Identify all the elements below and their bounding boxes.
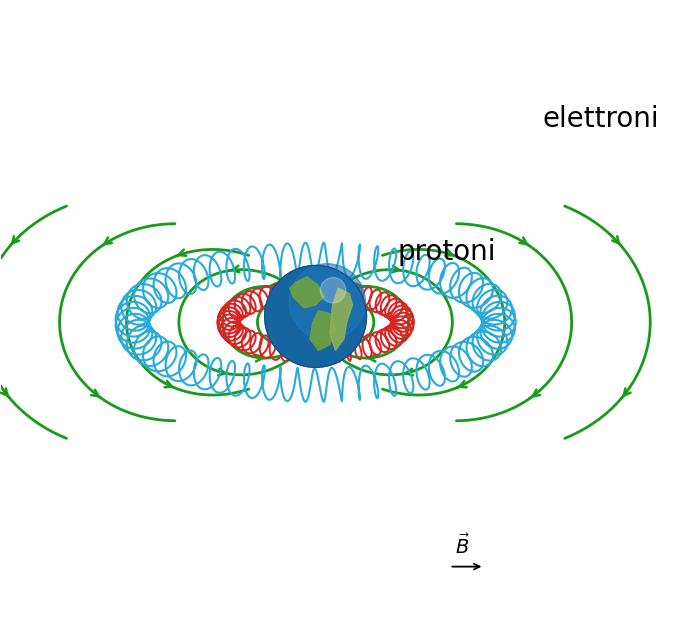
Text: protoni: protoni (397, 238, 495, 266)
Text: $\vec{B}$: $\vec{B}$ (456, 534, 471, 558)
Circle shape (320, 278, 346, 303)
Text: elettroni: elettroni (543, 105, 659, 132)
Polygon shape (290, 277, 324, 308)
Polygon shape (310, 311, 335, 350)
Circle shape (265, 265, 366, 367)
Polygon shape (330, 288, 353, 350)
Circle shape (289, 264, 366, 340)
